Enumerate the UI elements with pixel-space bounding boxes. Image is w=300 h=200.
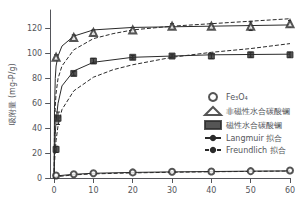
svg-text:80: 80: [32, 74, 42, 83]
svg-text:120: 120: [27, 24, 42, 33]
svg-text:100: 100: [27, 49, 42, 58]
svg-text:吸附量 (mg-P/g): 吸附量 (mg-P/g): [8, 63, 17, 124]
svg-text:60: 60: [32, 99, 42, 108]
svg-text:40: 40: [32, 124, 42, 133]
svg-text:Fe₃O₄: Fe₃O₄: [226, 93, 248, 102]
svg-text:10: 10: [88, 186, 98, 195]
svg-text:40: 40: [206, 186, 216, 195]
svg-text:20: 20: [128, 186, 138, 195]
svg-text:20: 20: [32, 149, 42, 158]
svg-text:0: 0: [52, 186, 57, 195]
svg-text:非磁性水合碳酸镧: 非磁性水合碳酸镧: [226, 107, 290, 116]
svg-text:0: 0: [37, 174, 42, 183]
svg-text:Freundlich 拟合: Freundlich 拟合: [226, 146, 286, 155]
svg-text:50: 50: [246, 186, 256, 195]
svg-text:Langmuir 拟合: Langmuir 拟合: [226, 134, 282, 143]
svg-text:磁性水合碳酸镧: 磁性水合碳酸镧: [225, 121, 282, 130]
svg-text:30: 30: [167, 186, 177, 195]
svg-text:60: 60: [285, 186, 295, 195]
